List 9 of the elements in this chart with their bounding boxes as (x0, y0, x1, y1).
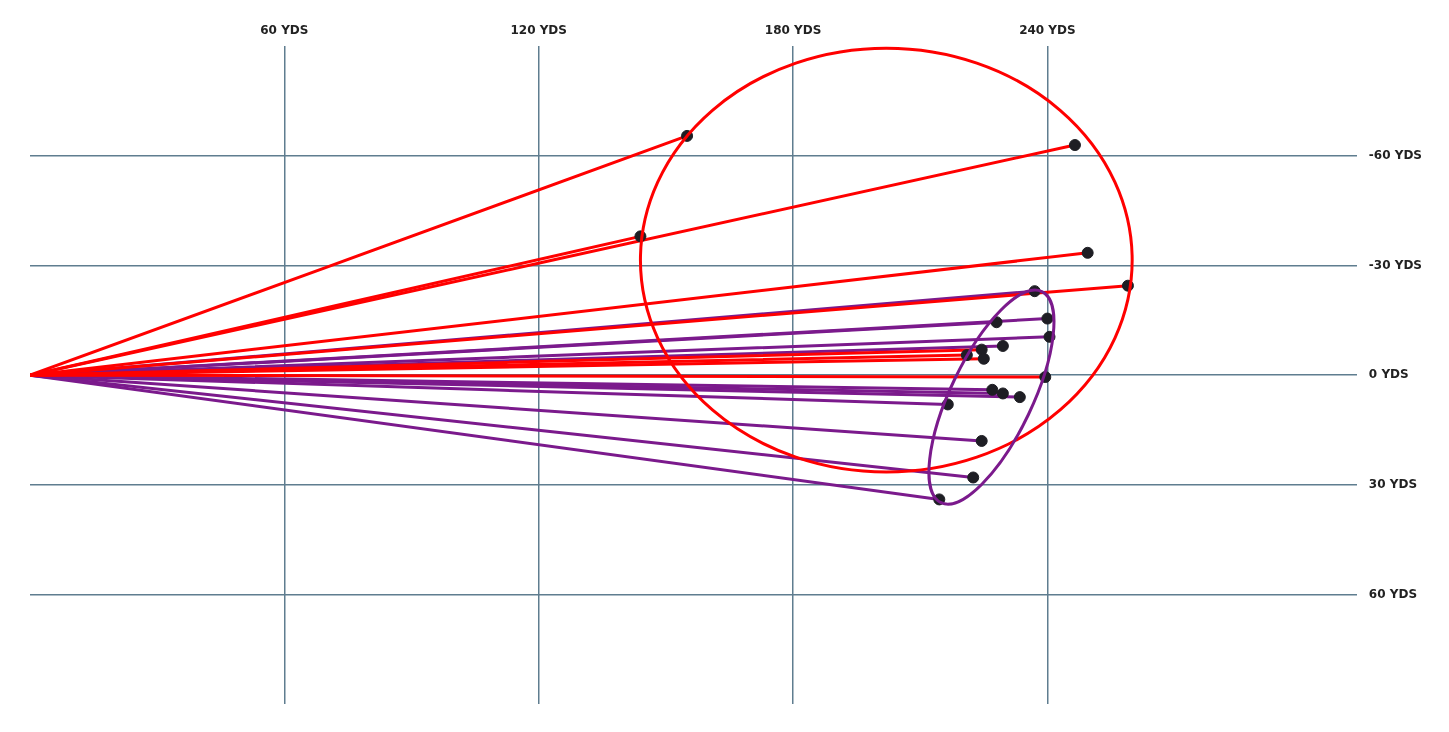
x-tick-label: 120 YDS (510, 23, 567, 38)
y-tick-label: -30 YDS (1368, 257, 1423, 272)
x-tick-label: 240 YDS (1019, 23, 1076, 38)
y-tick-label: 0 YDS (1368, 367, 1409, 382)
x-tick-label: 180 YDS (764, 23, 822, 38)
y-tick-label: -60 YDS (1368, 148, 1423, 163)
y-tick-label: 30 YDS (1368, 476, 1418, 491)
y-tick-label: 60 YDS (1368, 586, 1418, 601)
x-tick-label: 60 YDS (260, 23, 309, 38)
